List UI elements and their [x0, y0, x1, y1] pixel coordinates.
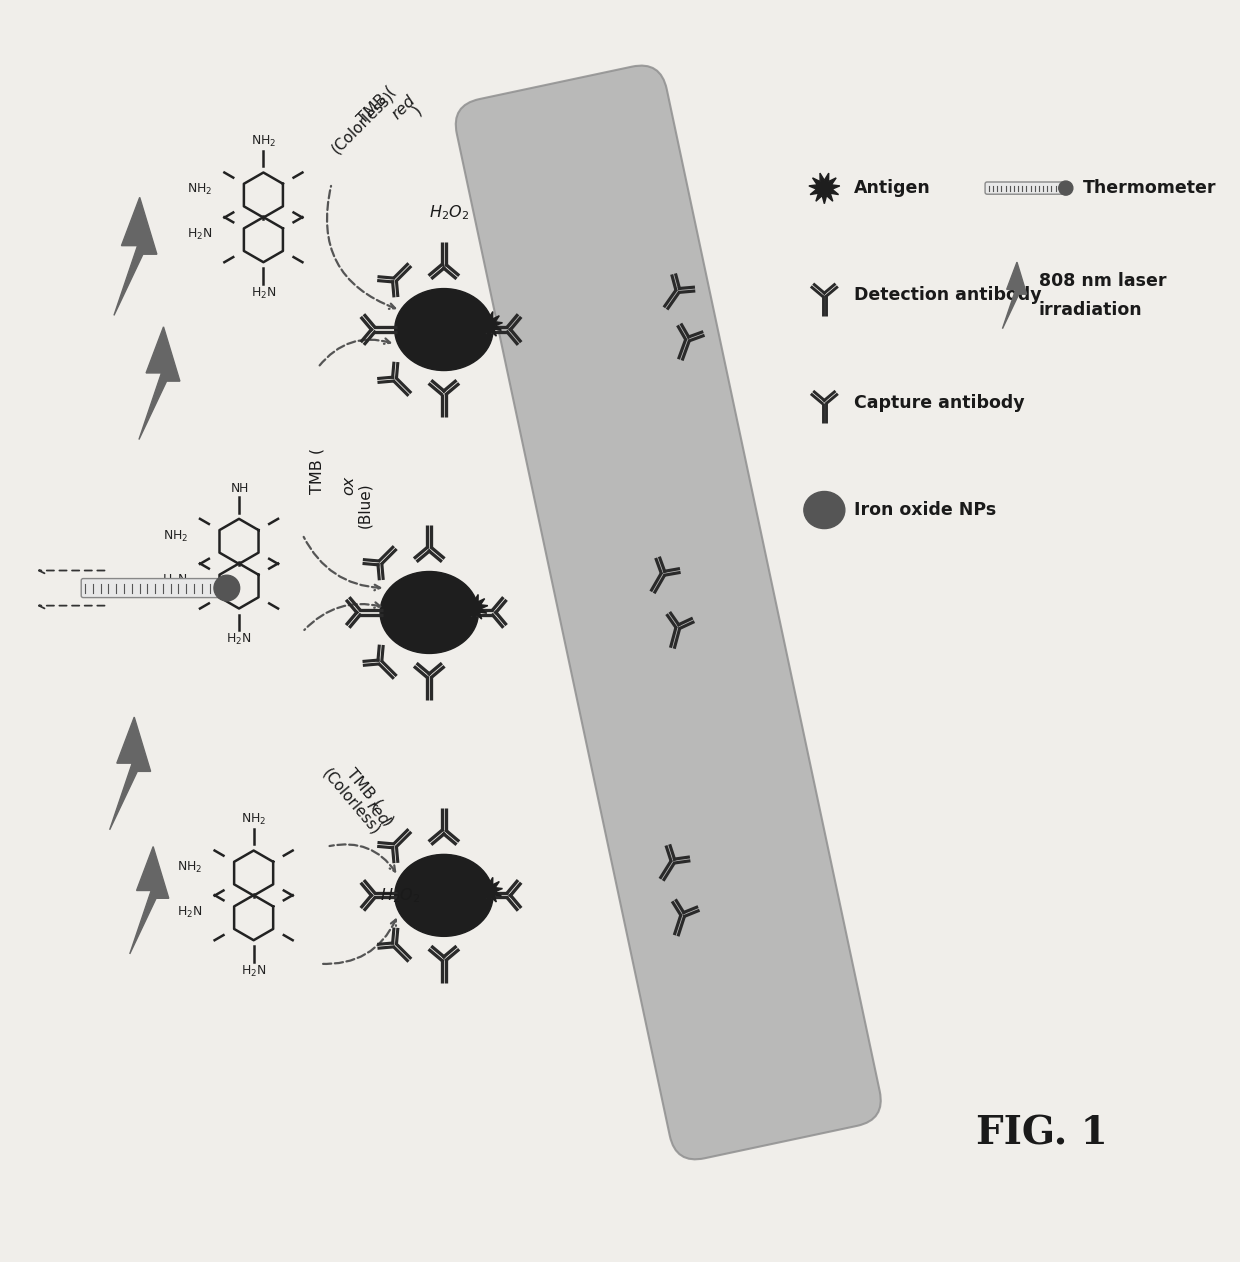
Text: TMB (: TMB ( — [343, 766, 386, 810]
Text: ): ) — [409, 102, 424, 117]
Polygon shape — [130, 847, 169, 954]
Text: $\mathregular{H_2N}$: $\mathregular{H_2N}$ — [227, 632, 252, 647]
Text: red: red — [363, 798, 392, 828]
Text: $\mathregular{H_2N}$: $\mathregular{H_2N}$ — [241, 964, 267, 979]
FancyBboxPatch shape — [985, 182, 1064, 194]
Text: $\mathregular{NH_2}$: $\mathregular{NH_2}$ — [177, 861, 202, 876]
Text: Antigen: Antigen — [853, 179, 930, 197]
Polygon shape — [109, 717, 150, 830]
Text: $\mathregular{H_2N}$: $\mathregular{H_2N}$ — [250, 285, 277, 300]
Polygon shape — [475, 312, 502, 338]
Text: Iron oxide NPs: Iron oxide NPs — [853, 501, 996, 519]
FancyBboxPatch shape — [81, 578, 221, 598]
Text: TMB (: TMB ( — [355, 83, 398, 126]
Text: (Colorless): (Colorless) — [329, 88, 397, 156]
Text: $\mathregular{NH}$: $\mathregular{NH}$ — [229, 482, 248, 495]
Text: ox: ox — [341, 476, 356, 495]
Polygon shape — [139, 327, 180, 439]
Text: $\mathregular{NH_2}$: $\mathregular{NH_2}$ — [187, 183, 212, 197]
Text: $H_2O_2$: $H_2O_2$ — [381, 886, 420, 905]
Text: 808 nm laser: 808 nm laser — [1039, 271, 1167, 290]
Polygon shape — [808, 173, 839, 203]
Text: FIG. 1: FIG. 1 — [976, 1114, 1107, 1152]
Text: $\mathregular{H_2N}$: $\mathregular{H_2N}$ — [177, 905, 202, 920]
Text: Thermometer: Thermometer — [1083, 179, 1216, 197]
Text: ): ) — [381, 814, 396, 829]
Text: Capture antibody: Capture antibody — [853, 394, 1024, 411]
Text: $\mathregular{H_2N}$: $\mathregular{H_2N}$ — [162, 573, 187, 588]
Text: Detection antibody: Detection antibody — [853, 286, 1042, 304]
Text: $\mathregular{H_2N}$: $\mathregular{H_2N}$ — [187, 227, 212, 242]
Polygon shape — [114, 197, 157, 316]
Text: red: red — [388, 92, 418, 122]
Text: TMB (: TMB ( — [310, 448, 325, 493]
Text: $\mathregular{NH_2}$: $\mathregular{NH_2}$ — [241, 811, 267, 827]
Text: $\mathregular{NH_2}$: $\mathregular{NH_2}$ — [162, 529, 187, 544]
Polygon shape — [1002, 262, 1027, 328]
Polygon shape — [475, 877, 502, 904]
Text: $H_2O_2$: $H_2O_2$ — [429, 203, 470, 222]
Text: (Colorless): (Colorless) — [320, 766, 383, 838]
Text: irradiation: irradiation — [1039, 302, 1142, 319]
Circle shape — [215, 575, 239, 601]
Ellipse shape — [381, 572, 479, 654]
Ellipse shape — [394, 289, 494, 371]
Text: $\mathregular{NH_2}$: $\mathregular{NH_2}$ — [250, 134, 277, 149]
Ellipse shape — [804, 491, 844, 529]
FancyBboxPatch shape — [456, 66, 880, 1160]
Ellipse shape — [394, 854, 494, 936]
Text: (Blue): (Blue) — [357, 482, 372, 528]
Polygon shape — [461, 594, 487, 621]
Circle shape — [1059, 180, 1073, 196]
